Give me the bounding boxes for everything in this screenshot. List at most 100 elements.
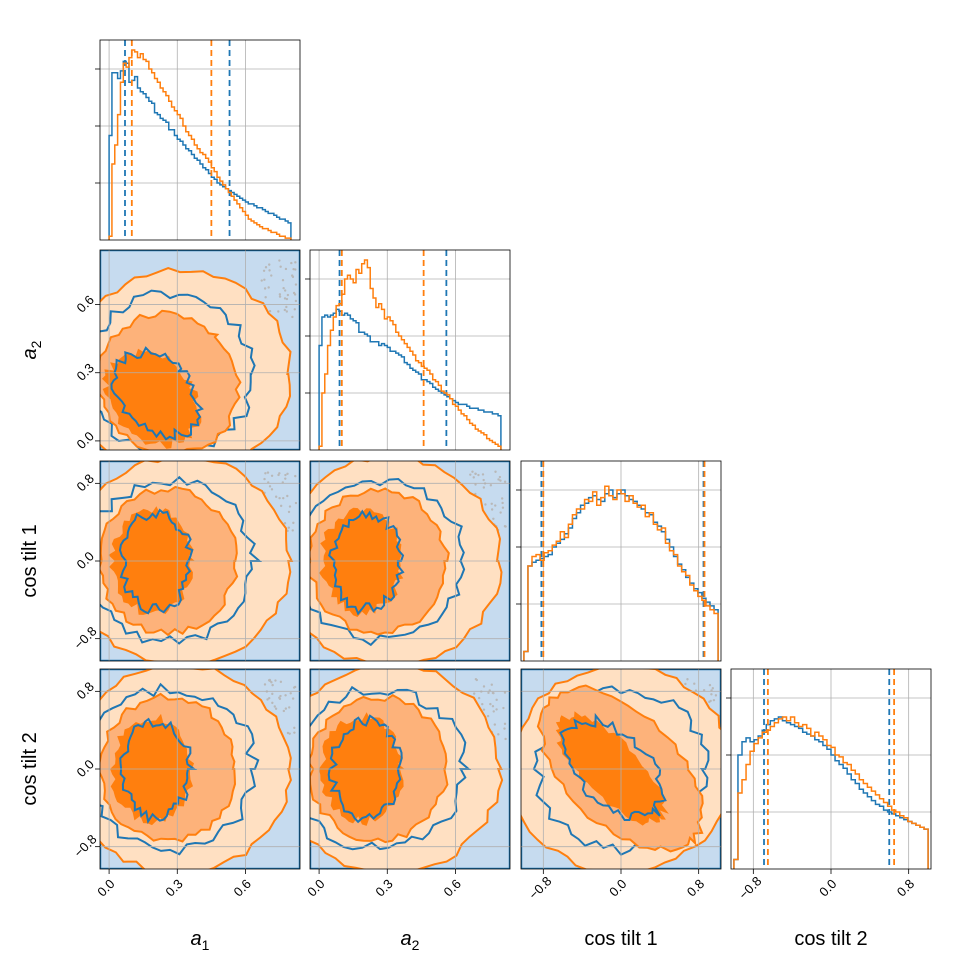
scatter-point [278,295,282,298]
histogram-series-1 [108,49,292,240]
scatter-point [503,722,507,726]
scatter-point [474,483,477,486]
scatter-point [279,504,283,508]
scatter-point [283,289,287,292]
scatter-point [282,286,285,290]
scatter-point [266,471,270,474]
y-tick-label: 0.3 [74,360,97,383]
histogram-series-0 [108,60,292,240]
scatter-point [291,315,294,319]
x-tick-label: −0.8 [526,873,555,902]
scatter-point [490,508,494,511]
scatter-point [482,486,486,489]
y-tick-label: −0.8 [71,832,100,861]
scatter-point [708,700,711,704]
x-tick-label: 0.3 [162,876,185,899]
scatter-point [490,502,493,505]
scatter-point [292,686,296,689]
scatter-point [284,473,287,477]
scatter-point [294,474,297,478]
scatter-point [710,693,713,696]
axis-label-a_2: a2 [401,928,420,953]
contour [102,348,202,449]
scatter-point [282,496,285,500]
scatter-point [494,470,497,473]
histogram-series-0 [318,308,502,450]
scatter-point [291,275,295,279]
panel-frame [309,668,511,870]
scatter-point [686,678,689,681]
panel-frame [309,249,511,451]
y-tick-label: 0.0 [74,549,97,572]
scatter-point [495,708,498,711]
scatter-point [287,510,291,514]
scatter-point [290,261,293,265]
y-tick-label: −0.8 [71,624,100,653]
scatter-point [263,278,266,281]
scatter-point [489,702,492,706]
scatter-point [471,470,474,473]
scatter-point [271,683,274,687]
panel-frame [520,460,722,662]
scatter-point [263,683,267,686]
scatter-point [278,696,281,699]
scatter-point [702,688,706,692]
x-tick-label: 0.0 [816,876,839,899]
contour [110,346,204,441]
y-tick-label: 0.0 [74,757,97,780]
scatter-point [274,707,278,710]
scatter-point [267,679,271,682]
histogram-series-0 [733,716,929,869]
scatter-point [287,526,291,529]
scatter-point [503,691,507,694]
scatter-point [474,472,477,476]
scatter-point [292,267,295,271]
scatter-point [711,687,715,690]
scatter-point [498,475,502,479]
scatter-point [492,710,495,713]
x-tick-label: 0.0 [606,876,629,899]
scatter-point [263,287,267,290]
scatter-point [293,308,296,311]
scatter-point [271,701,274,705]
panel-frame [99,249,301,451]
scatter-point [469,473,472,476]
histogram-panel-cos_tilt_1 [516,460,722,662]
scatter-point [293,731,296,734]
scatter-point [491,691,495,695]
scatter-point [288,505,292,508]
scatter-point [264,266,268,269]
contour [100,475,263,645]
scatter-point [286,731,290,735]
scatter-point [472,476,475,479]
y-tick-label: 0.0 [74,428,97,451]
panel-frame [309,460,511,662]
scatter-point [262,269,266,272]
y-tick-label: 0.6 [74,292,97,315]
scatter-point [504,525,507,528]
scatter-point [684,682,687,686]
scatter-point [282,709,286,713]
scatter-point [482,708,486,711]
axis-label-cos_tilt_2: cos tilt 2 [19,732,41,805]
y-tick-label: 0.8 [74,679,97,702]
scatter-point [273,705,276,708]
scatter-point [714,694,718,697]
scatter-point [493,723,497,726]
contour [108,506,195,615]
x-tick-label: 0.8 [684,876,707,899]
density-panel-a_1-cos_tilt_1 [99,460,301,662]
scatter-point [267,286,270,289]
density-panel-cos_tilt_1-cos_tilt_2 [520,668,722,870]
scatter-point [293,293,297,296]
scatter-point [500,497,504,500]
scatter-point [268,485,272,488]
axis-label-cos_tilt_2: cos tilt 2 [794,928,867,950]
contour [100,289,256,450]
scatter-point [294,501,298,505]
scatter-point [278,496,281,500]
contour [118,508,194,615]
scatter-point [286,494,289,498]
histogram-series-1 [318,259,502,450]
